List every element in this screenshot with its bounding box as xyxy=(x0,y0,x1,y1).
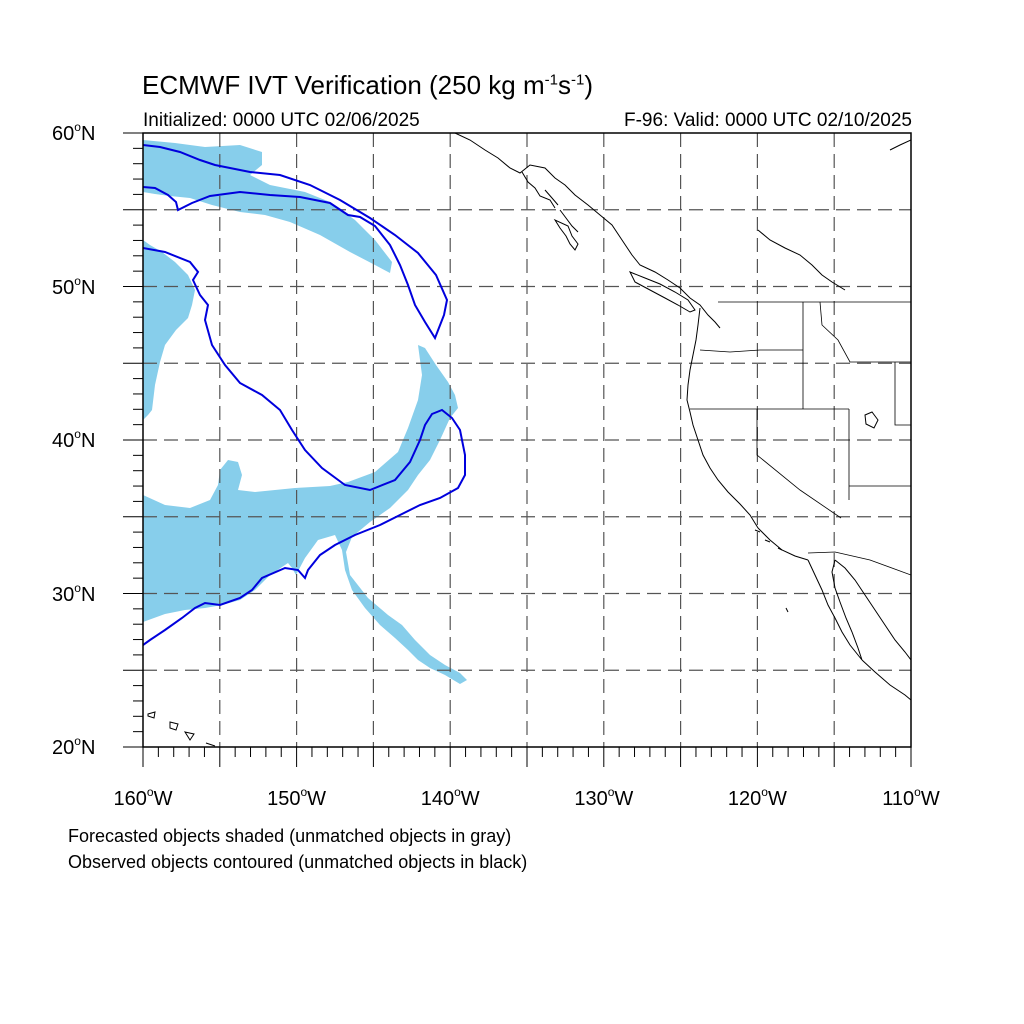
forecast-object-north xyxy=(143,140,392,273)
coast-canada-north xyxy=(757,139,911,291)
lon-label-130: 130oW xyxy=(574,785,634,810)
coast-hawaii xyxy=(147,711,216,747)
forecast-note: Forecasted objects shaded (unmatched obj… xyxy=(68,826,512,846)
border-us-mexico xyxy=(807,551,911,576)
border-nv-ut xyxy=(848,362,911,500)
coast-small-islands xyxy=(754,529,789,613)
forecast-object-west xyxy=(143,240,195,420)
lat-label-40: 40oN xyxy=(52,427,96,452)
coast-us-west xyxy=(686,307,809,561)
coastlines xyxy=(147,133,911,747)
border-ca-nv xyxy=(756,409,842,519)
border-id xyxy=(802,301,911,409)
lon-label-120: 120oW xyxy=(727,785,787,810)
coast-haida-gwaii xyxy=(553,218,579,251)
coast-islands-se-alaska xyxy=(521,171,579,233)
lake-great-salt xyxy=(864,411,879,429)
forecast-object-main xyxy=(143,345,467,684)
chart-title: ECMWF IVT Verification (250 kg m-1s-1) xyxy=(142,70,593,100)
political-boundaries xyxy=(690,301,911,576)
lon-label-160: 160oW xyxy=(113,785,173,810)
coast-alaska-bc xyxy=(454,133,721,329)
border-wa-or xyxy=(699,349,803,353)
observed-note: Observed objects contoured (unmatched ob… xyxy=(68,852,528,872)
graticule xyxy=(143,133,911,747)
valid-time-label: F-96: Valid: 0000 UTC 02/10/2025 xyxy=(624,110,912,131)
lat-label-30: 30oN xyxy=(52,580,96,606)
coast-baja xyxy=(807,559,863,661)
forecast-objects xyxy=(143,140,467,684)
initialized-label: Initialized: 0000 UTC 02/06/2025 xyxy=(143,110,420,131)
lat-label-60: 60oN xyxy=(52,120,96,145)
observed-objects xyxy=(143,144,466,646)
lat-label-20: 20oN xyxy=(52,734,96,759)
coast-mexico-mainland xyxy=(834,559,911,701)
observed-object-north xyxy=(143,144,449,341)
axis-ticks xyxy=(123,132,912,767)
observed-object-main xyxy=(143,247,466,646)
lat-label-50: 50oN xyxy=(52,273,96,299)
lon-label-110: 110oW xyxy=(882,785,940,810)
lon-label-150: 150oW xyxy=(267,785,327,810)
coast-vancouver-island xyxy=(628,271,696,313)
lon-label-140: 140oW xyxy=(420,785,480,810)
